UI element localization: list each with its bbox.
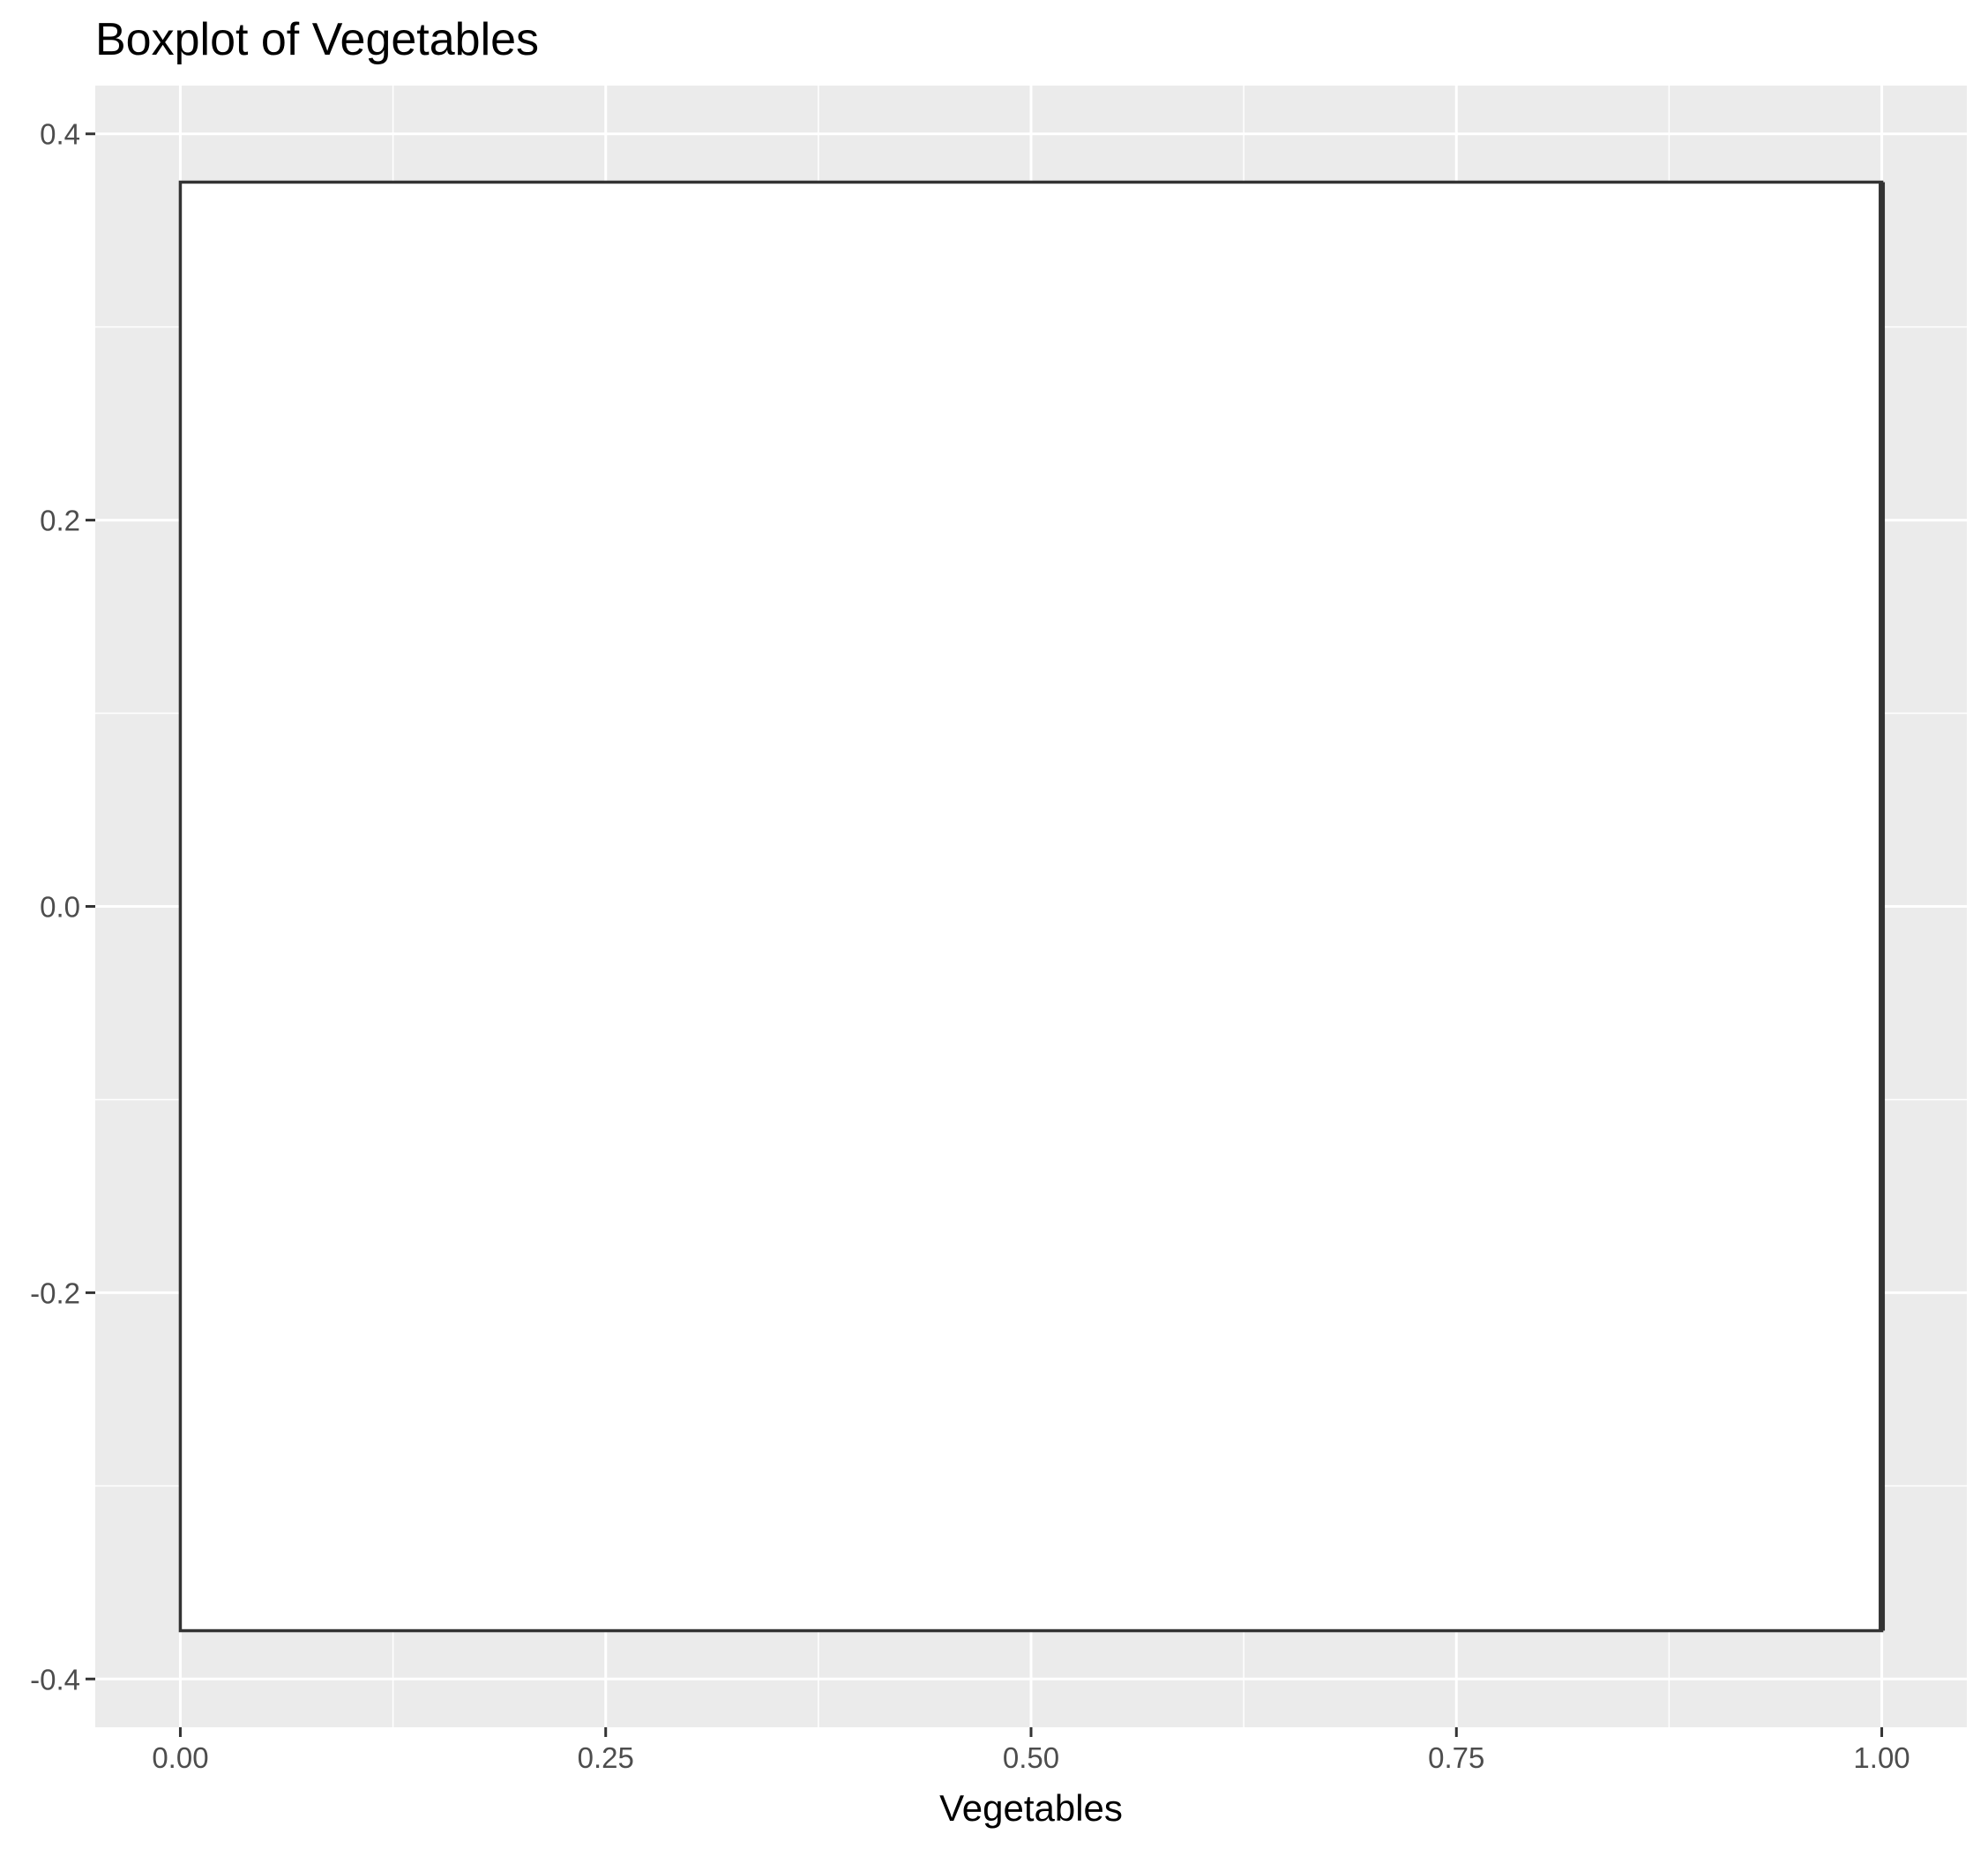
x-tick-label: 0.00: [152, 1741, 208, 1774]
chart-title: Boxplot of Vegetables: [95, 14, 539, 65]
x-tick-label: 0.25: [578, 1741, 634, 1774]
y-tick-label: -0.4: [30, 1663, 80, 1696]
x-axis-label: Vegetables: [939, 1787, 1123, 1829]
y-tick-label: -0.2: [30, 1276, 80, 1309]
box-layer: [178, 180, 1886, 1633]
y-tick-label: 0.2: [40, 505, 80, 537]
box-rect: [178, 180, 1884, 1633]
y-tick-label: 0.4: [40, 118, 80, 151]
y-axis: -0.4 -0.2 0.0 0.2 0.4: [30, 118, 95, 1696]
x-tick-label: 0.50: [1003, 1741, 1059, 1774]
x-tick-label: 1.00: [1853, 1741, 1910, 1774]
x-tick-label: 0.75: [1428, 1741, 1484, 1774]
y-tick-label: 0.0: [40, 891, 80, 924]
x-axis: 0.00 0.25 0.50 0.75 1.00: [152, 1727, 1910, 1774]
